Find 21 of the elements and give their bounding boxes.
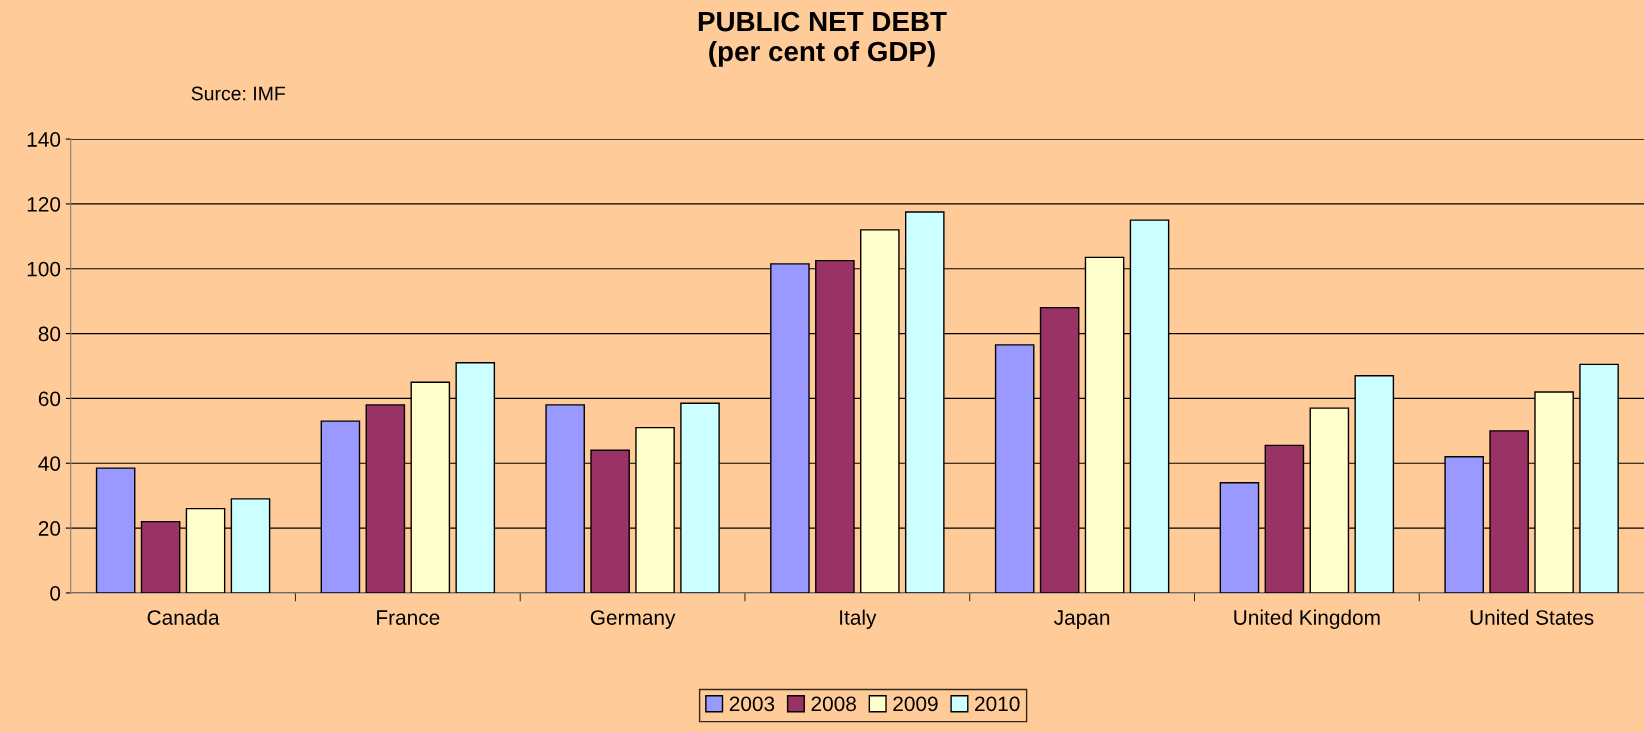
y-tick-label: 80 — [38, 326, 61, 342]
y-tick-label: 120 — [27, 196, 61, 212]
y-tick-label: 0 — [50, 585, 61, 601]
y-tick-label: 140 — [27, 132, 61, 147]
legend-label: 2003 — [729, 696, 775, 712]
text: Surce: IMF — [191, 86, 285, 101]
chart-title: PUBLIC NET DEBT (per cent of GDP) — [698, 11, 947, 67]
x-tick-label: United States — [1470, 609, 1594, 625]
x-tick-label: Italy — [840, 609, 877, 630]
y-tick-label: 20 — [38, 521, 61, 536]
y-tick-label: 40 — [38, 456, 61, 472]
y-tick-label: 60 — [38, 391, 61, 407]
x-tick-label: Japan — [1054, 610, 1110, 630]
y-tick-label: 100 — [27, 261, 61, 277]
legend-label: 2009 — [893, 696, 938, 712]
x-tick-label: Germany — [590, 610, 676, 630]
legend-label: 2010 — [975, 696, 1020, 712]
x-tick-label: France — [377, 610, 440, 625]
legend-label: 2008 — [811, 696, 856, 712]
x-tick-label: United Kingdom — [1234, 609, 1380, 630]
x-tick-label: Canada — [147, 609, 220, 625]
